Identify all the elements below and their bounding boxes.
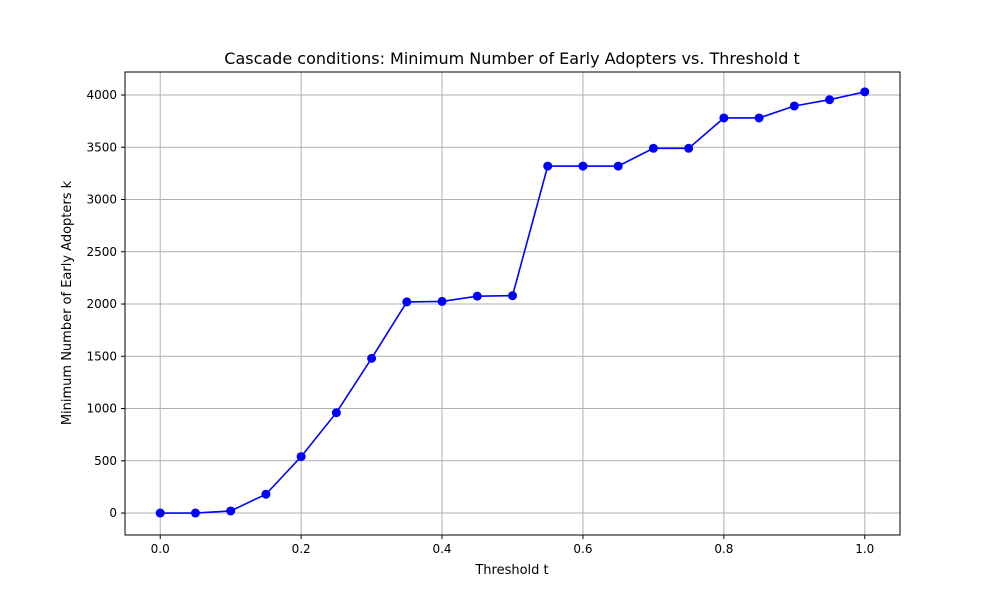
y-tick-label: 2500	[86, 245, 117, 259]
data-point	[613, 161, 623, 171]
x-tick-label: 0.0	[151, 542, 170, 556]
y-tick-label: 3000	[86, 193, 117, 207]
data-point	[648, 143, 658, 153]
x-axis-label: Threshold t	[474, 563, 548, 578]
y-tick-label: 4000	[86, 88, 117, 102]
y-tick-label: 1500	[86, 349, 117, 363]
data-point	[754, 113, 764, 123]
y-tick-label: 0	[109, 506, 117, 520]
data-point	[226, 506, 236, 516]
data-point	[543, 161, 553, 171]
y-axis-label: Minimum Number of Early Adopters k	[60, 180, 75, 425]
data-point	[508, 291, 517, 301]
series-line	[160, 91, 865, 514]
data-point	[367, 353, 377, 363]
data-point	[789, 101, 799, 111]
y-tick-label: 2000	[86, 297, 117, 311]
data-point	[402, 297, 412, 307]
x-tick-label: 0.2	[292, 542, 311, 556]
chart-title: Cascade conditions: Minimum Number of Ea…	[224, 49, 799, 68]
data-point	[296, 452, 306, 462]
x-tick-label: 0.8	[714, 542, 733, 556]
y-tick-label: 500	[94, 454, 117, 468]
data-point	[331, 408, 341, 418]
data-point	[155, 508, 165, 518]
x-tick-label: 1.0	[855, 542, 874, 556]
data-point	[860, 87, 870, 97]
data-point	[825, 95, 835, 105]
data-point	[684, 143, 694, 153]
data-point	[472, 291, 482, 301]
plot-area-frame	[124, 71, 901, 536]
y-tick-label: 3500	[86, 140, 117, 154]
x-tick-label: 0.4	[432, 542, 451, 556]
x-tick-label: 0.6	[573, 542, 592, 556]
grid-lines	[125, 72, 900, 535]
axis-ticks: 0.0 0.2 0.4 0.6 0.8 1.0 0 500 1000 1500 2000 2500 30…	[86, 88, 874, 556]
data-point	[437, 296, 447, 306]
data-point	[190, 508, 200, 518]
y-tick-label: 1000	[86, 402, 117, 416]
data-point	[578, 161, 588, 171]
data-series	[155, 87, 870, 518]
data-point	[719, 113, 729, 123]
data-point	[261, 489, 271, 499]
